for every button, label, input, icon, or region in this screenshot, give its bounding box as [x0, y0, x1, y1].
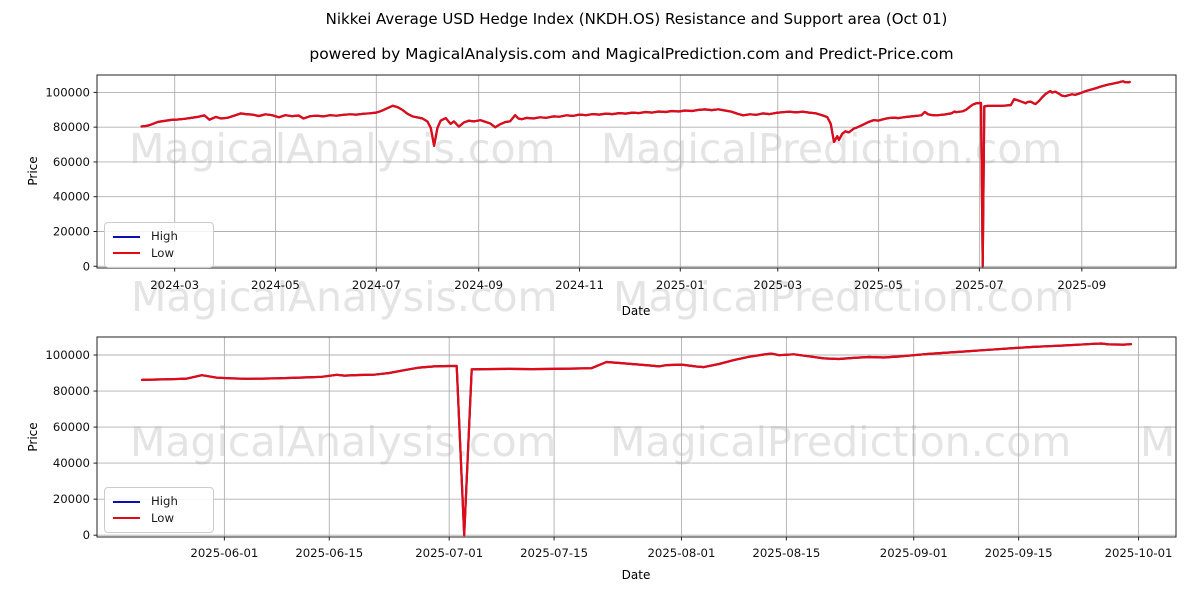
svg-text:2025-06-01: 2025-06-01: [190, 546, 258, 560]
svg-text:2024-11: 2024-11: [555, 278, 604, 292]
legend-label-high: High: [151, 493, 178, 508]
svg-text:2025-05: 2025-05: [854, 278, 903, 292]
svg-text:0: 0: [83, 259, 90, 273]
bottom-chart-xlabel: Date: [621, 568, 651, 582]
svg-text:80000: 80000: [53, 120, 90, 134]
svg-text:2025-07: 2025-07: [955, 278, 1004, 292]
svg-text:MagicalAnalysis.com: MagicalAnalysis.com: [131, 273, 558, 321]
figure-title: Nikkei Average USD Hedge Index (NKDH.OS)…: [325, 10, 948, 28]
svg-text:2025-09-15: 2025-09-15: [985, 546, 1053, 560]
svg-text:40000: 40000: [53, 190, 90, 204]
svg-text:100000: 100000: [45, 85, 90, 99]
svg-text:MagicalAnalysis.com: MagicalAnalysis.com: [130, 418, 557, 466]
svg-text:2025-06-15: 2025-06-15: [295, 546, 363, 560]
bottom-chart-ylabel: Price: [26, 422, 40, 452]
svg-text:20000: 20000: [53, 492, 90, 506]
svg-text:0: 0: [83, 528, 90, 542]
svg-text:2025-09: 2025-09: [1057, 278, 1106, 292]
top-chart-legend: High Low: [104, 222, 214, 268]
svg-text:MagicalPrediction.com: MagicalPrediction.com: [613, 273, 1074, 321]
svg-text:MagicalAnalysis.com: MagicalAnalysis.com: [1140, 418, 1200, 466]
svg-text:2024-03: 2024-03: [150, 278, 199, 292]
legend-item-high: High: [113, 228, 205, 243]
legend-label-low: Low: [151, 245, 175, 260]
top-chart-xlabel: Date: [621, 304, 651, 318]
high-line-swatch: [113, 235, 140, 238]
svg-text:MagicalAnalysis.com: MagicalAnalysis.com: [129, 125, 556, 173]
figure-subtitle: powered by MagicalAnalysis.com and Magic…: [309, 45, 954, 63]
svg-text:40000: 40000: [53, 456, 90, 470]
svg-text:60000: 60000: [53, 155, 90, 169]
low-line-swatch: [113, 252, 140, 255]
legend-label-high: High: [151, 228, 178, 243]
legend-label-low: Low: [151, 510, 175, 525]
low-line-swatch: [113, 517, 140, 520]
svg-text:100000: 100000: [45, 348, 90, 362]
svg-text:60000: 60000: [53, 420, 90, 434]
svg-text:2024-05: 2024-05: [251, 278, 300, 292]
legend-item-low: Low: [113, 245, 205, 260]
top-chart-ylabel: Price: [26, 156, 40, 186]
svg-text:2025-03: 2025-03: [753, 278, 802, 292]
svg-text:MagicalPrediction.com: MagicalPrediction.com: [610, 418, 1071, 466]
bottom-chart-legend: High Low: [104, 487, 214, 533]
legend-item-high: High: [113, 493, 205, 508]
legend-item-low: Low: [113, 510, 205, 525]
svg-text:2025-08-01: 2025-08-01: [647, 546, 715, 560]
svg-text:2024-09: 2024-09: [454, 278, 503, 292]
svg-text:2025-09-01: 2025-09-01: [880, 546, 948, 560]
svg-text:2025-08-15: 2025-08-15: [752, 546, 820, 560]
svg-text:2024-07: 2024-07: [352, 278, 401, 292]
svg-text:80000: 80000: [53, 384, 90, 398]
high-line-swatch: [113, 500, 140, 503]
svg-text:2025-10-01: 2025-10-01: [1105, 546, 1173, 560]
svg-text:2025-07-15: 2025-07-15: [520, 546, 588, 560]
svg-text:2025-01: 2025-01: [656, 278, 705, 292]
svg-text:20000: 20000: [53, 224, 90, 238]
svg-text:2025-07-01: 2025-07-01: [415, 546, 483, 560]
